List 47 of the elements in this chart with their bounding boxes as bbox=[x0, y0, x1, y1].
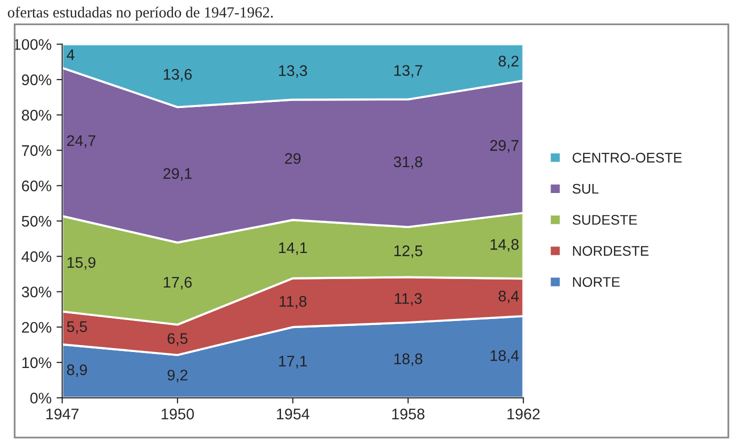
y-tick-label: 80% bbox=[22, 110, 52, 121]
chart-title: ofertas estudadas no período de 1947-1962. bbox=[8, 6, 273, 21]
annotation: 8,2 bbox=[498, 56, 518, 68]
y-tick-label: 10% bbox=[22, 357, 52, 368]
y-tick-label: 100% bbox=[14, 39, 52, 50]
annotation: 17,1 bbox=[279, 356, 307, 368]
annotation: 29,1 bbox=[163, 168, 192, 181]
annotation: 13,6 bbox=[164, 68, 192, 82]
legend-label: SUDESTE bbox=[572, 214, 637, 225]
annotation: 9,2 bbox=[168, 370, 188, 382]
annotation: 24,7 bbox=[67, 135, 96, 148]
x-tick-label: 1950 bbox=[162, 408, 194, 420]
annotation: 13,7 bbox=[394, 65, 422, 78]
y-tick-label: 50% bbox=[22, 216, 52, 227]
x-tick-label: 1954 bbox=[276, 408, 310, 420]
annotation: 14,8 bbox=[490, 239, 519, 252]
annotation: 13,3 bbox=[279, 65, 307, 78]
y-tick-label: 40% bbox=[22, 251, 52, 262]
y-tick-label: 90% bbox=[22, 74, 52, 86]
annotation: 31,8 bbox=[394, 156, 422, 170]
x-tick-label: 1962 bbox=[508, 408, 540, 420]
legend-label: CENTRO-OESTE bbox=[572, 152, 682, 163]
annotation: 8,9 bbox=[67, 364, 87, 378]
legend-label: SUL bbox=[572, 184, 598, 194]
annotation: 4 bbox=[66, 49, 74, 60]
annotation: 15,9 bbox=[68, 257, 96, 270]
annotation: 18,8 bbox=[394, 353, 422, 366]
x-tick-label: 1947 bbox=[46, 408, 78, 420]
y-tick-label: 60% bbox=[22, 180, 52, 192]
y-tick-label: 0% bbox=[30, 392, 52, 404]
y-tick-label: 70% bbox=[22, 145, 52, 156]
annotation: 12,5 bbox=[394, 245, 422, 258]
y-tick-label: 30% bbox=[22, 286, 52, 298]
annotation: 29,7 bbox=[490, 140, 518, 153]
annotation: 8,4 bbox=[498, 290, 519, 304]
x-tick-label: 1958 bbox=[392, 408, 424, 420]
annotation: 18,4 bbox=[490, 350, 519, 363]
legend-label: NORDESTE bbox=[573, 246, 649, 256]
annotation: 11,3 bbox=[394, 293, 422, 306]
annotation: 14,1 bbox=[279, 242, 307, 256]
annotation: 17,6 bbox=[164, 276, 192, 290]
annotation: 11,8 bbox=[280, 296, 306, 309]
annotation: 5,5 bbox=[67, 321, 87, 334]
annotation: 29 bbox=[285, 153, 301, 164]
legend-label: NORTE bbox=[573, 277, 620, 287]
annotation: 6,5 bbox=[168, 333, 188, 346]
y-tick-label: 20% bbox=[22, 322, 52, 333]
